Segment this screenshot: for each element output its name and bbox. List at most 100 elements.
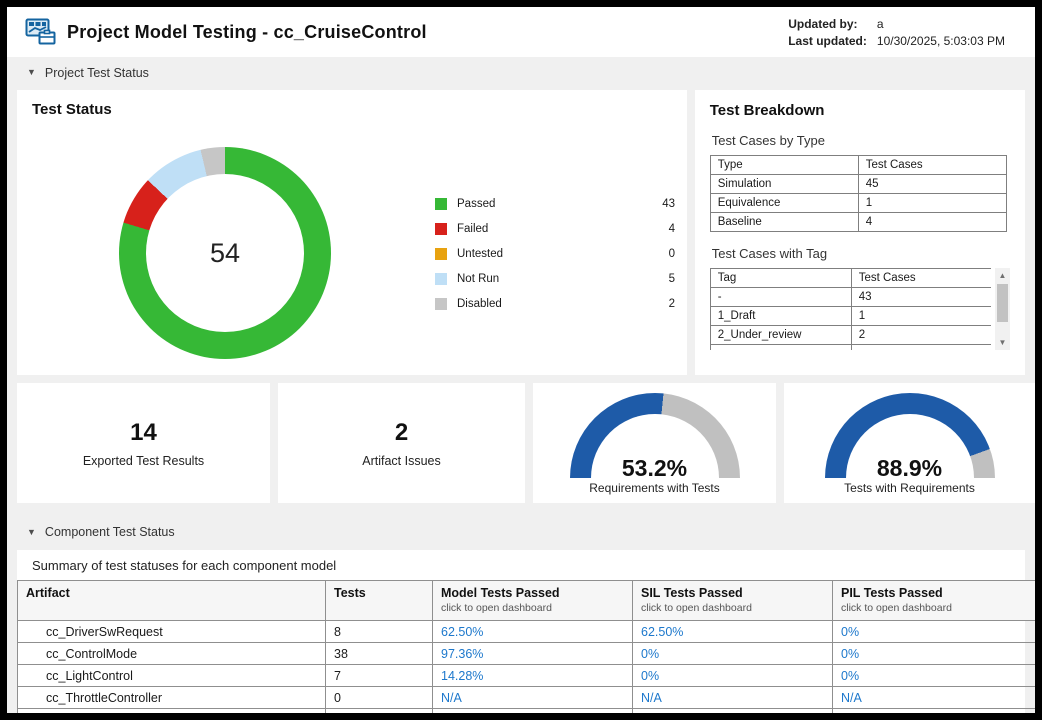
- table-row: cc_ControlMode 38 97.36% 0% 0%: [17, 642, 1035, 665]
- legend-item: Disabled 2: [435, 291, 675, 316]
- count-cell: 43: [850, 287, 992, 307]
- table-row-partial: [17, 708, 1035, 713]
- collapse-triangle-icon: ▼: [27, 67, 36, 77]
- type-cell: Simulation: [709, 174, 859, 194]
- column-subtitle: click to open dashboard: [641, 602, 752, 614]
- artifact-name: cc_ControlMode: [17, 642, 326, 665]
- legend-label: Not Run: [457, 272, 500, 285]
- pil-tests-passed-link[interactable]: 0%: [841, 668, 860, 683]
- tag-cell: 2_Under_review: [709, 325, 852, 345]
- legend-label: Disabled: [457, 297, 502, 310]
- legend-label: Failed: [457, 222, 489, 235]
- table-row: Equivalence 1: [709, 193, 1007, 213]
- legend-swatch-failed: [435, 222, 447, 235]
- tests-with-requirements-label: Tests with Requirements: [844, 481, 975, 495]
- requirements-with-tests-card[interactable]: 53.2% Requirements with Tests: [533, 383, 776, 503]
- legend-value: 0: [668, 247, 675, 260]
- component-summary-text: Summary of test statuses for each compon…: [32, 558, 337, 573]
- table-header-row: Type Test Cases: [709, 155, 1007, 175]
- section-toggle-component-test-status[interactable]: ▼ Component Test Status: [7, 518, 1035, 546]
- model-tests-passed-link[interactable]: 62.50%: [441, 624, 484, 639]
- pil-tests-passed-link[interactable]: 0%: [841, 646, 860, 661]
- table-row: Simulation 45: [709, 174, 1007, 194]
- section-toggle-project-test-status[interactable]: ▼ Project Test Status: [7, 57, 1035, 88]
- column-header: Test Cases: [850, 268, 992, 288]
- table-row: 1_Draft 1: [709, 306, 992, 326]
- legend-item: Failed 4: [435, 216, 675, 241]
- column-header-sil-tests: SIL Tests Passed click to open dashboard: [632, 580, 833, 621]
- tests-count: 8: [325, 620, 433, 643]
- type-cell: Baseline: [709, 212, 859, 232]
- legend-label: Untested: [457, 247, 504, 260]
- exported-test-results-value: 14: [130, 418, 157, 446]
- scroll-down-icon[interactable]: ▼: [998, 338, 1007, 347]
- updated-by-label: Updated by:: [788, 16, 858, 31]
- artifact-name: cc_LightControl: [17, 664, 326, 687]
- artifact-name: cc_ThrottleController: [17, 686, 326, 709]
- pil-tests-passed-link[interactable]: 0%: [841, 624, 860, 639]
- table-header-row: Artifact Tests Model Tests Passed click …: [17, 580, 1035, 621]
- tag-table-scrollbar[interactable]: ▲ ▼: [995, 268, 1010, 350]
- tag-cell: -: [709, 287, 852, 307]
- legend-value: 2: [668, 297, 675, 310]
- tag-table-viewport: Tag Test Cases - 43 1_Draft 1 2_Under_: [709, 268, 992, 350]
- column-subtitle: click to open dashboard: [441, 602, 552, 614]
- collapse-triangle-icon: ▼: [27, 526, 36, 537]
- pil-tests-passed-link[interactable]: N/A: [841, 690, 862, 705]
- legend-swatch-passed: [435, 197, 447, 210]
- tag-cell: [709, 344, 852, 350]
- sil-tests-passed-link[interactable]: 0%: [641, 668, 660, 683]
- top-bar: Project Model Testing - cc_CruiseControl…: [7, 7, 1035, 57]
- sil-tests-passed-link[interactable]: N/A: [641, 690, 662, 705]
- count-cell: 2: [850, 325, 992, 345]
- column-header-tests: Tests: [325, 580, 433, 621]
- section-label-project: Project Test Status: [44, 65, 149, 80]
- tests-with-requirements-card[interactable]: 88.9% Tests with Requirements: [784, 383, 1035, 503]
- sil-tests-passed-link[interactable]: 62.50%: [641, 624, 684, 639]
- table-row: Baseline 4: [709, 212, 1007, 232]
- table-row: 2_Under_review 2: [709, 325, 992, 345]
- donut-chart-hole: 54: [146, 174, 304, 332]
- tests-count: 38: [325, 642, 433, 665]
- artifact-issues-card[interactable]: 2 Artifact Issues: [278, 383, 525, 503]
- donut-total-value: 54: [209, 237, 241, 268]
- last-updated-value: 10/30/2025, 5:03:03 PM: [876, 33, 1005, 48]
- dashboard-app-icon: [25, 18, 57, 46]
- section-label-component: Component Test Status: [44, 525, 175, 539]
- legend-value: 43: [662, 197, 675, 210]
- exported-test-results-label: Exported Test Results: [82, 453, 205, 468]
- exported-test-results-card[interactable]: 14 Exported Test Results: [17, 383, 270, 503]
- test-breakdown-panel: Test Breakdown Test Cases by Type Type T…: [694, 90, 1025, 375]
- scroll-up-icon[interactable]: ▲: [998, 271, 1007, 280]
- page-title: Project Model Testing - cc_CruiseControl: [67, 21, 427, 42]
- count-cell: 4: [857, 212, 1007, 232]
- test-status-legend: Passed 43 Failed 4 Untested 0 Not Run 5: [435, 191, 675, 316]
- column-header: Type: [709, 155, 859, 175]
- column-subtitle: click to open dashboard: [841, 602, 952, 614]
- tests-count: 0: [325, 686, 433, 709]
- artifact-issues-label: Artifact Issues: [362, 453, 441, 468]
- test-status-title: Test Status: [32, 101, 112, 118]
- component-test-status-panel: Summary of test statuses for each compon…: [17, 550, 1035, 713]
- legend-value: 5: [668, 272, 675, 285]
- legend-swatch-disabled: [435, 297, 447, 310]
- column-header-pil-tests: PIL Tests Passed click to open dashboard: [832, 580, 1035, 621]
- model-tests-passed-link[interactable]: 14.28%: [441, 668, 484, 683]
- tag-cell: 1_Draft: [709, 306, 852, 326]
- table-row: - 43: [709, 287, 992, 307]
- sil-tests-passed-link[interactable]: 0%: [641, 646, 660, 661]
- artifact-issues-value: 2: [394, 418, 409, 446]
- tests-with-requirements-value: 88.9%: [876, 455, 943, 478]
- by-tag-heading: Test Cases with Tag: [711, 246, 828, 261]
- model-tests-passed-link[interactable]: 97.36%: [441, 646, 484, 661]
- table-header-row: Tag Test Cases: [709, 268, 992, 288]
- type-cell: Equivalence: [709, 193, 859, 213]
- table-row-partial: [709, 344, 992, 350]
- column-title: Tests: [334, 586, 366, 600]
- updated-info: Updated by: a Last updated: 10/30/2025, …: [788, 17, 1021, 48]
- table-row: cc_LightControl 7 14.28% 0% 0%: [17, 664, 1035, 687]
- model-tests-passed-link[interactable]: N/A: [441, 690, 462, 705]
- requirements-with-tests-gauge: 53.2%: [569, 393, 740, 478]
- scrollbar-thumb[interactable]: [997, 284, 1009, 322]
